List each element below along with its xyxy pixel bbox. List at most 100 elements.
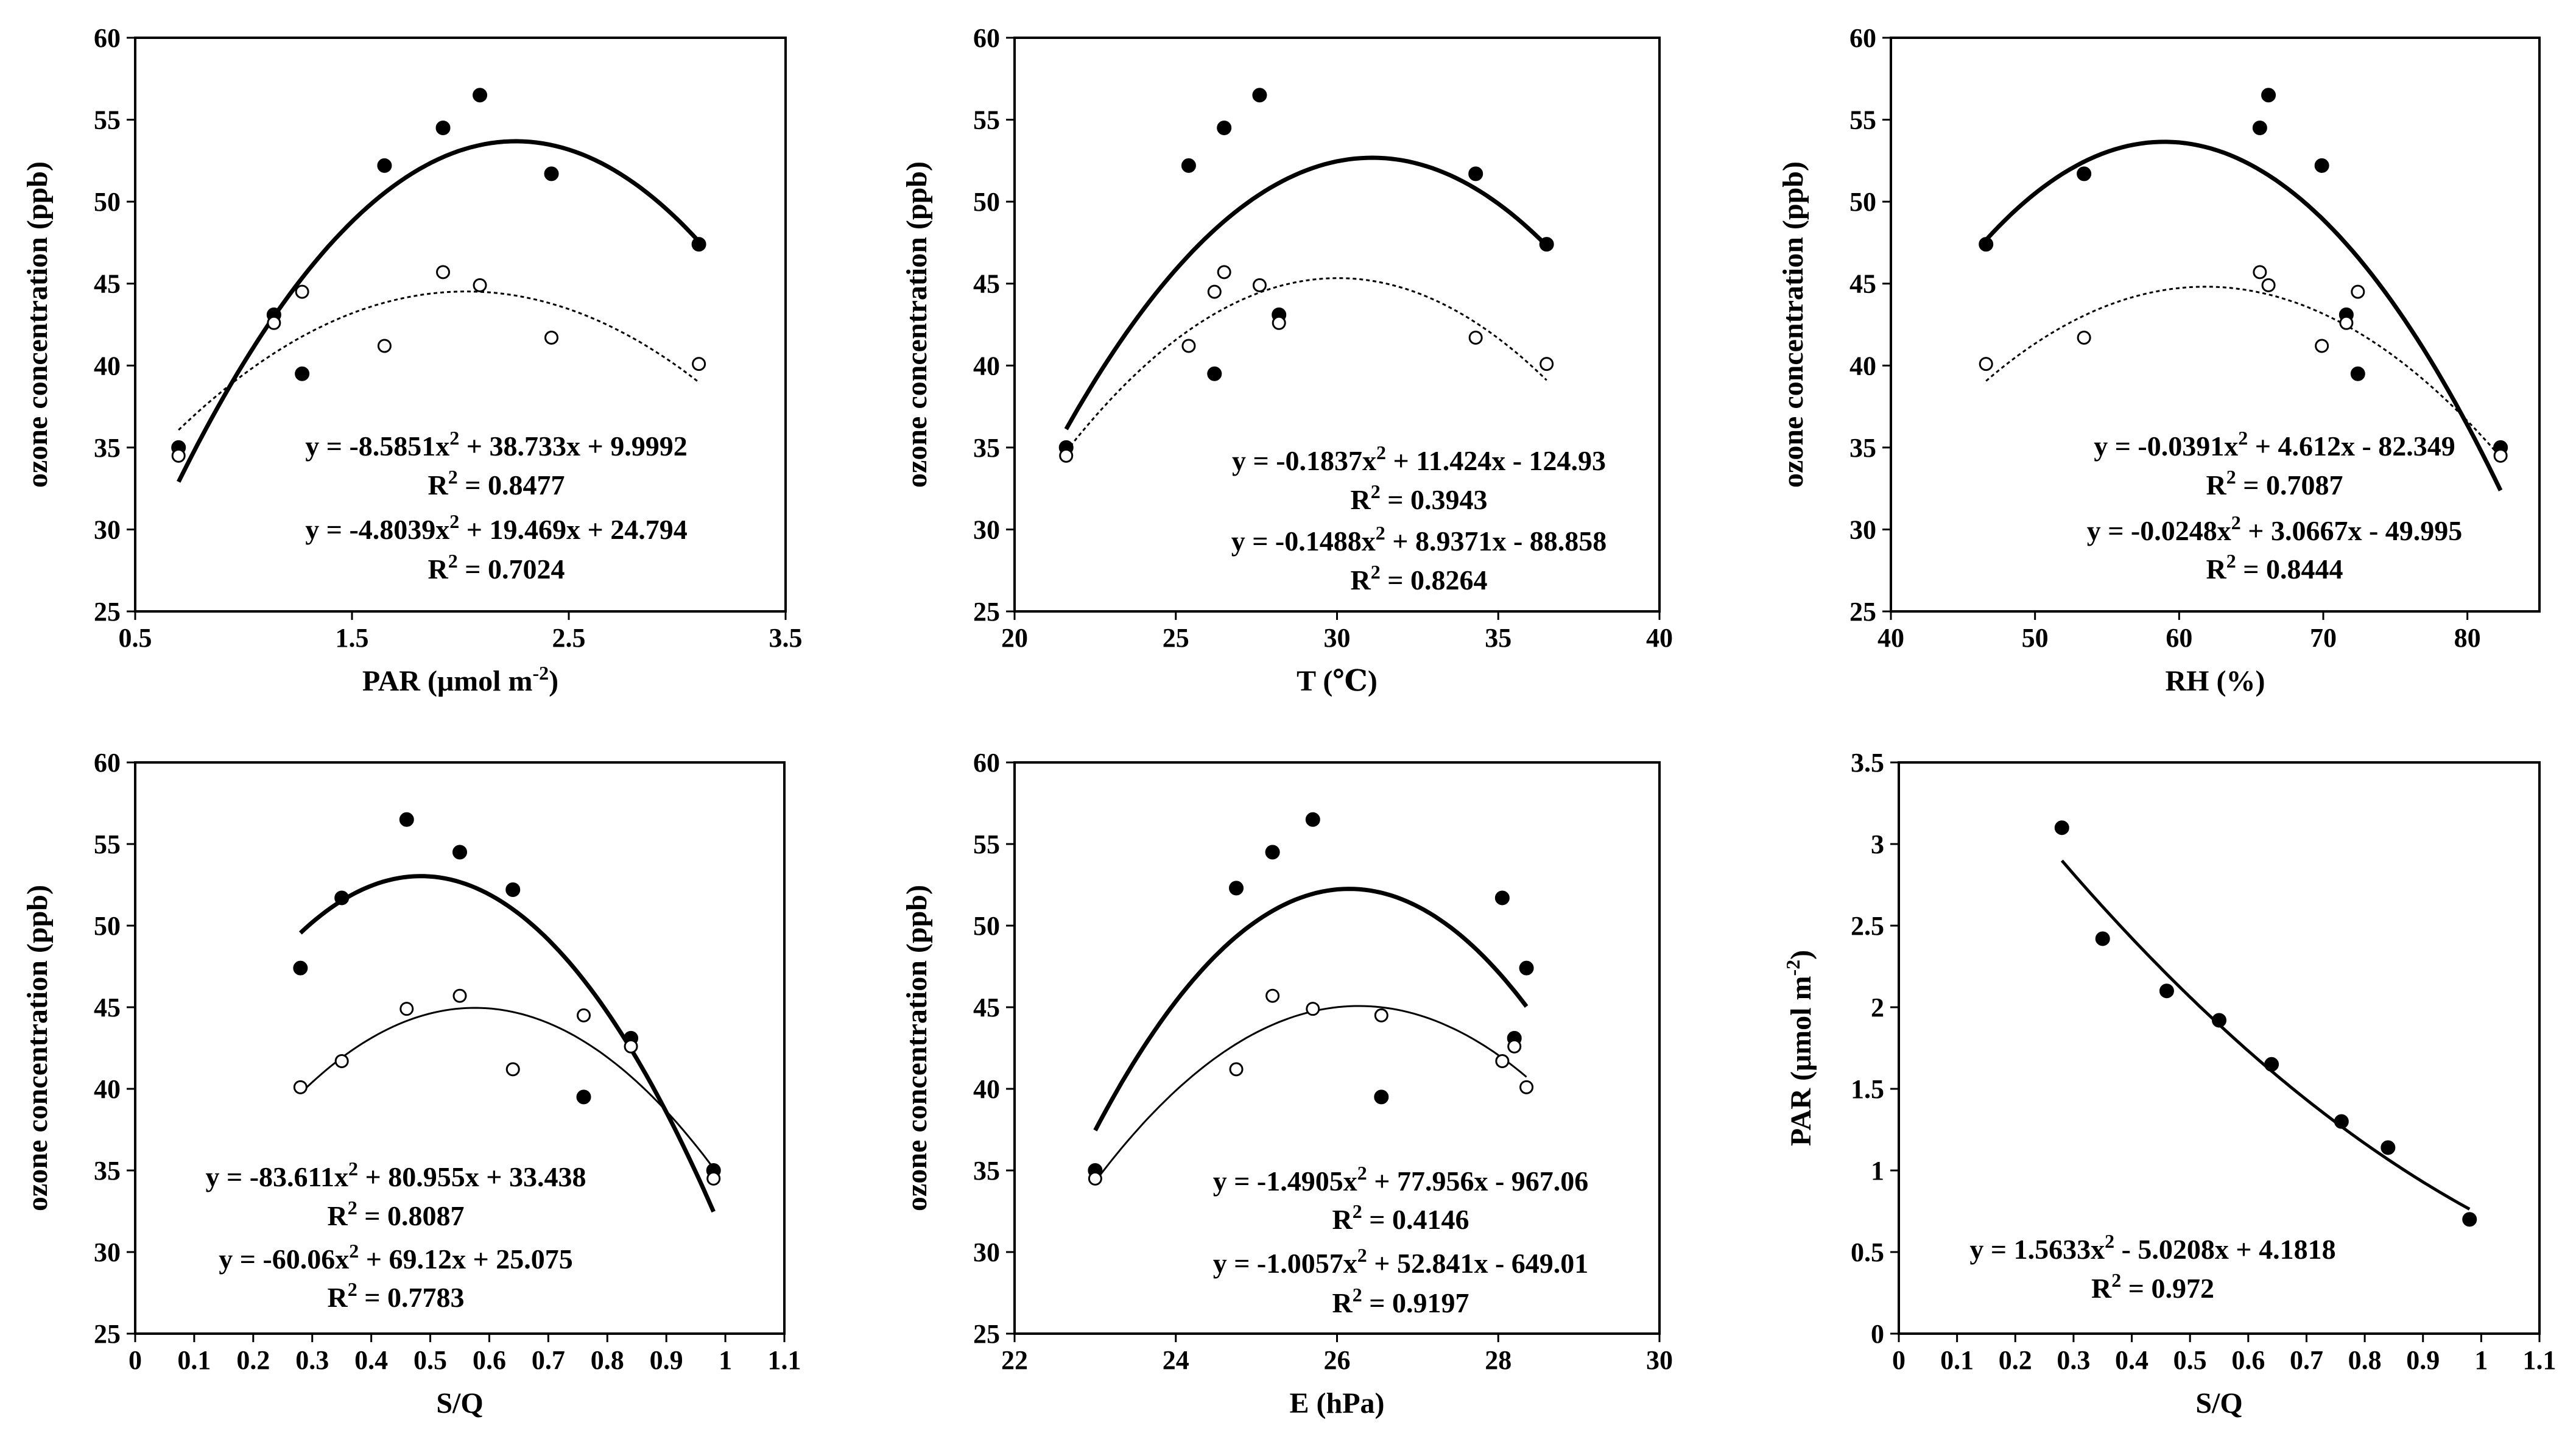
y-tick-label: 25 [1849, 597, 1876, 627]
y-tick-label: 0.5 [1851, 1237, 1884, 1267]
y-tick-label: 25 [94, 1319, 121, 1349]
data-point-open [473, 278, 487, 292]
x-tick-label: 20 [1001, 623, 1028, 653]
x-tick-label: 0.6 [2231, 1345, 2265, 1375]
y-tick-label: 50 [94, 187, 121, 217]
r-squared-label: R2 = 0.7024 [428, 550, 565, 585]
y-tick-label: 35 [1849, 433, 1876, 463]
y-axis-label: ozone concentration (ppb) [1777, 161, 1809, 488]
y-tick-label: 40 [973, 351, 1000, 381]
fit-curve-open [178, 290, 700, 431]
x-tick-label: 40 [1877, 623, 1904, 653]
fit-curve-open [1985, 286, 2502, 458]
plot-frame [1898, 761, 2541, 1335]
data-point-filled [2054, 820, 2069, 836]
y-tick-label: 30 [973, 1237, 1000, 1267]
data-point-filled [1207, 366, 1222, 381]
y-tick-label: 30 [94, 515, 121, 544]
data-point-open [334, 1054, 349, 1068]
data-point-filled [505, 882, 521, 898]
x-axis-label: RH (%) [2166, 665, 2265, 697]
x-tick-label: 0.5 [2173, 1345, 2207, 1375]
data-point-filled [1252, 88, 1267, 103]
y-tick-label: 3 [1871, 829, 1884, 859]
x-tick-label: 80 [2454, 623, 2481, 653]
data-point-open [1979, 357, 1993, 371]
y-tick-label: 35 [94, 433, 121, 463]
y-tick-label: 25 [973, 1319, 1000, 1349]
y-tick-label: 45 [1849, 269, 1876, 299]
x-tick-label: 1 [2474, 1345, 2488, 1375]
data-point-open [577, 1008, 591, 1022]
y-tick-label: 1 [1871, 1156, 1884, 1186]
data-point-open [377, 339, 392, 353]
data-point-open [1217, 265, 1231, 280]
x-tick-label: 0 [1892, 1345, 1906, 1375]
y-tick-label: 50 [1849, 187, 1876, 217]
data-point-open [1265, 988, 1280, 1003]
data-point-filled [473, 88, 488, 103]
data-point-open [2253, 265, 2267, 280]
x-tick-label: 0.3 [2057, 1345, 2090, 1375]
chart-panel-5: 22 24 26 28 30 25 30 35 40 45 50 55 60 E (hPa) ozone c… [901, 748, 1673, 1420]
data-point-open [1519, 1080, 1534, 1094]
y-tick-label: 60 [94, 23, 121, 53]
y-axis-label: ozone concentration (ppb) [21, 885, 54, 1211]
data-point-filled [1229, 881, 1244, 896]
data-point-open [1468, 331, 1483, 345]
data-point-filled [452, 845, 467, 860]
y-tick-label: 45 [94, 269, 121, 299]
data-point-open [1059, 448, 1074, 463]
data-point-filled [399, 812, 414, 827]
x-tick-label: 1 [719, 1345, 732, 1375]
x-tick-label: 1.1 [768, 1345, 801, 1375]
x-tick-label: 0.6 [473, 1345, 506, 1375]
data-point-open [505, 1062, 520, 1077]
data-point-open [2351, 284, 2365, 299]
data-point-open [1540, 357, 1554, 371]
data-point-filled [2264, 1057, 2279, 1072]
fit-equation-label: y = -4.8039x2 + 19.469x + 24.794 [305, 510, 687, 545]
r-squared-label: R2 = 0.972 [2091, 1269, 2214, 1304]
y-tick-label: 1.5 [1851, 1074, 1884, 1104]
fit-equation-label: y = -0.1488x2 + 8.9371x - 88.858 [1231, 522, 1607, 557]
x-tick-label: 0.2 [1999, 1345, 2032, 1375]
data-point-filled [377, 158, 392, 173]
x-tick-label: 0.2 [236, 1345, 270, 1375]
y-axis-label: ozone concentration (ppb) [901, 885, 933, 1211]
x-tick-label: 1.5 [336, 623, 369, 653]
chart-panel-1: 0.5 1.5 2.5 3.5 25 30 35 40 45 50 55 60 PAR (μmol m-… [21, 23, 803, 697]
y-tick-label: 60 [973, 23, 1000, 53]
data-point-open [2315, 339, 2329, 353]
y-tick-label: 40 [1849, 351, 1876, 381]
y-tick-label: 25 [973, 597, 1000, 627]
x-tick-label: 0.4 [354, 1345, 388, 1375]
fit-curve-filled [1984, 139, 2503, 491]
data-point-open [293, 1080, 308, 1094]
fit-equation-label: y = -0.0391x2 + 4.612x - 82.349 [2094, 427, 2455, 462]
x-tick-label: 26 [1324, 1345, 1351, 1375]
data-point-open [436, 265, 451, 280]
x-tick-label: 0.9 [2406, 1345, 2440, 1375]
y-tick-label: 2.5 [1851, 911, 1884, 941]
x-tick-label: 24 [1163, 1345, 1189, 1375]
x-tick-label: 2.5 [552, 623, 586, 653]
y-tick-label: 40 [94, 351, 121, 381]
x-tick-label: 0.7 [532, 1345, 565, 1375]
fit-equation-label: y = -60.06x2 + 69.12x + 25.075 [219, 1240, 572, 1275]
data-point-filled [2334, 1114, 2349, 1129]
x-tick-label: 60 [2166, 623, 2192, 653]
data-point-filled [1979, 237, 1994, 252]
y-tick-label: 50 [94, 911, 121, 941]
data-point-filled [2077, 166, 2092, 181]
fit-equation-label: y = -1.0057x2 + 52.841x - 649.01 [1213, 1244, 1589, 1279]
data-point-open [1306, 1002, 1320, 1016]
fit-curve-filled [1093, 887, 1529, 1131]
y-tick-label: 60 [1849, 23, 1876, 53]
y-tick-label: 3.5 [1851, 748, 1884, 778]
data-point-open [1088, 1171, 1102, 1186]
fit-curve-open [1094, 1005, 1527, 1183]
data-point-open [267, 315, 281, 330]
data-point-filled [544, 166, 559, 181]
data-point-open [399, 1002, 414, 1016]
